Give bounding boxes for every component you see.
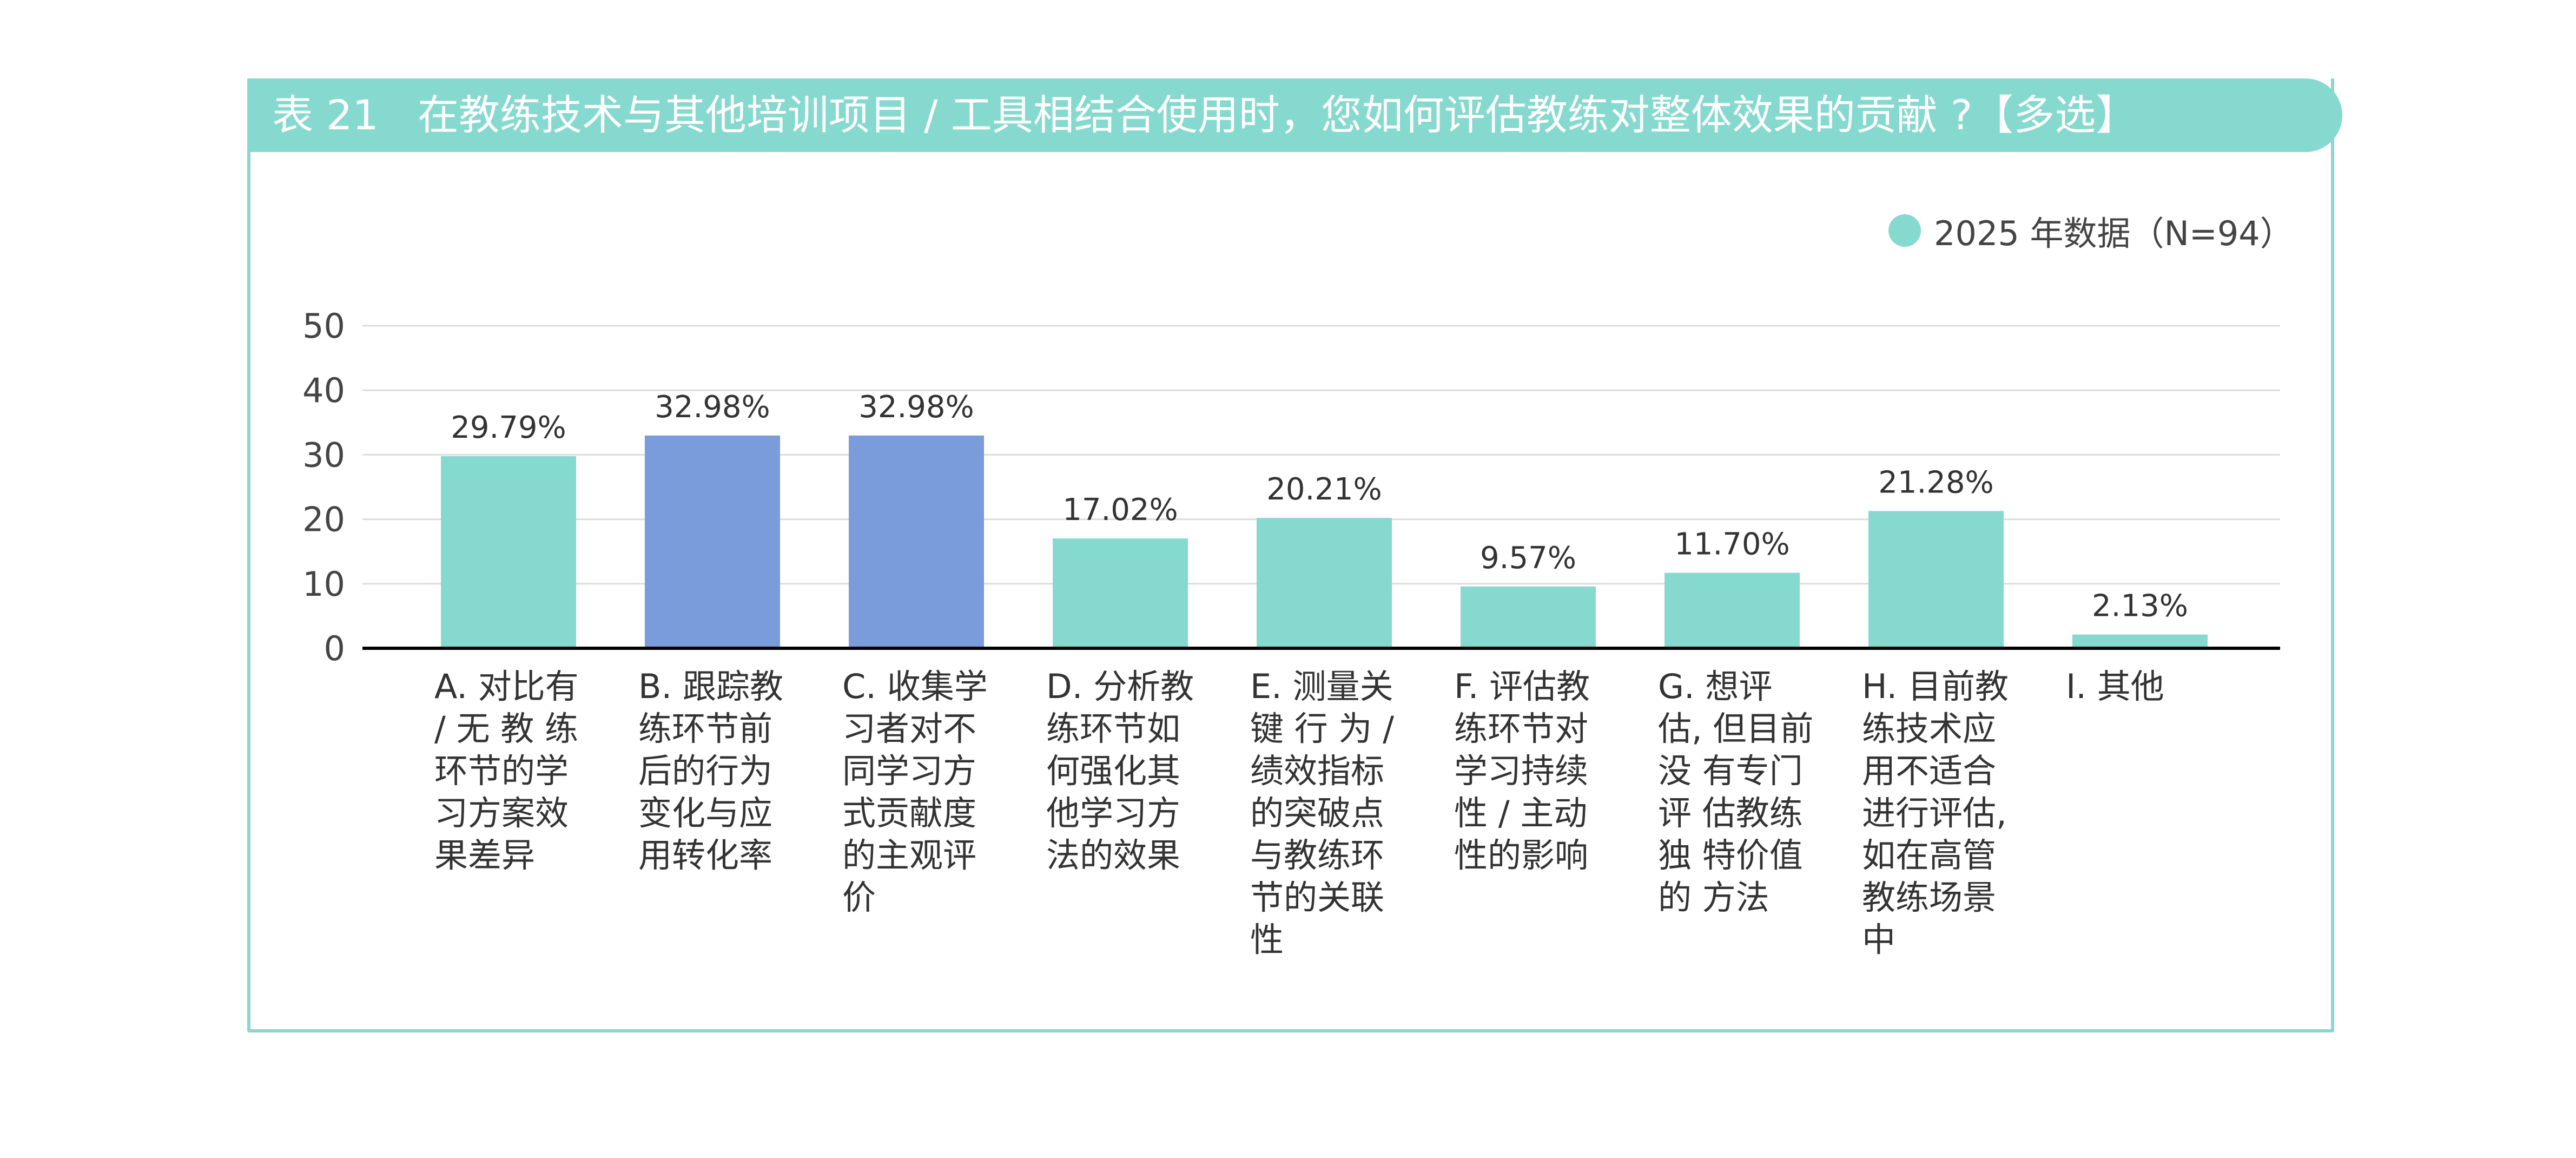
x-tick-label: C. 收集学 习者对不 同学习方 式贡献度 的主观评 价 [842, 667, 988, 917]
bar [1461, 586, 1596, 648]
bar [849, 435, 984, 648]
data-label: 9.57% [1480, 541, 1576, 576]
bar [1665, 573, 1800, 648]
x-tick-label: H. 目前教 练技术应 用不适合 进行评估, 如在高管 教练场景 中 [1862, 667, 2009, 959]
bar [1257, 518, 1392, 648]
legend-label: 2025 年数据（N=94） [1934, 214, 2294, 253]
legend: 2025 年数据（N=94） [1888, 209, 2294, 253]
chart-title: 在教练技术与其他培训项目 / 工具相结合使用时，您如何评估教练对整体效果的贡献 … [417, 91, 2137, 139]
bar [441, 456, 576, 648]
bar [1053, 538, 1188, 648]
data-label: 20.21% [1266, 472, 1382, 507]
x-tick-label: E. 测量关 键 行 为 / 绩效指标 的突破点 与教练环 节的关联 性 [1250, 667, 1395, 959]
x-tick-label: A. 对比有 / 无 教 练 环节的学 习方案效 果差异 [434, 667, 579, 875]
chart-title-bar: 表 21 在教练技术与其他培训项目 / 工具相结合使用时，您如何评估教练对整体效果… [247, 78, 2342, 152]
x-tick-label: F. 评估教 练环节对 学习持续 性 / 主动 性的影响 [1454, 667, 1590, 875]
y-tick-label: 50 [302, 306, 345, 346]
x-tick-label: B. 跟踪教 练环节前 后的行为 变化与应 用转化率 [638, 667, 783, 875]
bar [1868, 511, 2004, 648]
x-tick-label: G. 想评估, 但目前没 有专门评 估教练独 特价值的 方法 [1658, 667, 1814, 917]
table-number: 表 21 [272, 91, 379, 139]
legend-swatch [1888, 214, 1921, 247]
x-tick-label: D. 分析教 练环节如 何强化其 他学习方 法的效果 [1046, 667, 1194, 875]
data-label: 32.98% [655, 390, 770, 425]
data-label: 32.98% [858, 390, 974, 425]
data-label: 2.13% [2092, 589, 2188, 624]
y-tick-label: 0 [324, 629, 345, 668]
y-tick-label: 20 [302, 500, 345, 539]
x-tick-label: I. 其他 [2066, 667, 2164, 706]
data-label: 29.79% [451, 410, 566, 445]
data-label: 17.02% [1062, 492, 1178, 528]
data-label: 11.70% [1674, 527, 1790, 562]
bar [2072, 634, 2208, 648]
y-tick-label: 30 [302, 435, 345, 475]
y-tick-label: 40 [302, 371, 345, 410]
y-tick-label: 10 [302, 564, 345, 604]
data-label: 21.28% [1878, 465, 1994, 500]
bar [645, 435, 780, 648]
chart-panel [247, 78, 2334, 1032]
